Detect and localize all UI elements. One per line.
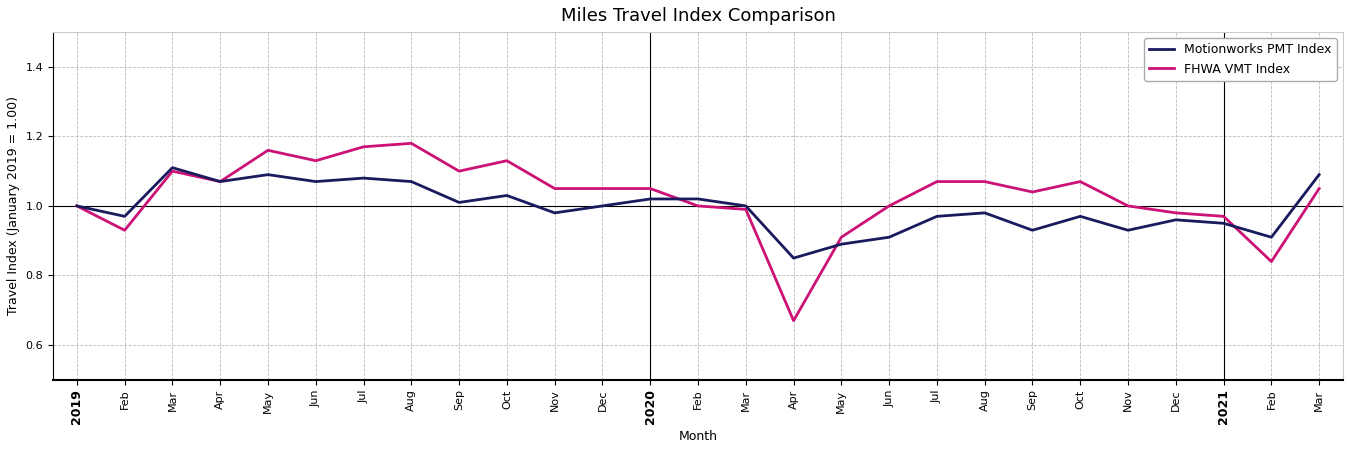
Motionworks PMT Index [1120,228,1137,233]
Line: FHWA VMT Index: FHWA VMT Index [77,144,1319,321]
Motionworks PMT Index [261,172,277,177]
Motionworks PMT Index [929,214,945,219]
Motionworks PMT Index [1215,220,1231,226]
Motionworks PMT Index [355,176,371,181]
FHWA VMT Index [547,186,563,191]
FHWA VMT Index [882,203,898,209]
Motionworks PMT Index [1264,234,1280,240]
Motionworks PMT Index [594,203,610,209]
Motionworks PMT Index [976,210,992,216]
Title: Miles Travel Index Comparison: Miles Travel Index Comparison [560,7,836,25]
Motionworks PMT Index [1311,172,1327,177]
FHWA VMT Index [1072,179,1088,184]
FHWA VMT Index [1215,214,1231,219]
Motionworks PMT Index [498,193,514,198]
Motionworks PMT Index [1168,217,1184,223]
Motionworks PMT Index [212,179,228,184]
FHWA VMT Index [1264,259,1280,264]
Motionworks PMT Index [1072,214,1088,219]
Motionworks PMT Index [643,196,659,202]
FHWA VMT Index [498,158,514,163]
Motionworks PMT Index [882,234,898,240]
FHWA VMT Index [165,168,181,174]
Motionworks PMT Index [116,214,132,219]
FHWA VMT Index [976,179,992,184]
FHWA VMT Index [690,203,706,209]
FHWA VMT Index [1311,186,1327,191]
Motionworks PMT Index [308,179,324,184]
FHWA VMT Index [69,203,85,209]
Motionworks PMT Index [1025,228,1041,233]
FHWA VMT Index [404,141,420,146]
FHWA VMT Index [929,179,945,184]
FHWA VMT Index [355,144,371,149]
Motionworks PMT Index [69,203,85,209]
FHWA VMT Index [1025,189,1041,195]
FHWA VMT Index [308,158,324,163]
FHWA VMT Index [786,318,802,324]
X-axis label: Month: Month [679,430,717,443]
Motionworks PMT Index [690,196,706,202]
Motionworks PMT Index [737,203,753,209]
Y-axis label: Travel Index (January 2019 = 1.00): Travel Index (January 2019 = 1.00) [7,96,20,315]
Motionworks PMT Index [404,179,420,184]
FHWA VMT Index [116,228,132,233]
Motionworks PMT Index [547,210,563,216]
FHWA VMT Index [594,186,610,191]
Motionworks PMT Index [833,242,849,247]
Motionworks PMT Index [165,165,181,171]
FHWA VMT Index [451,168,467,174]
FHWA VMT Index [261,148,277,153]
Motionworks PMT Index [451,200,467,205]
FHWA VMT Index [643,186,659,191]
Line: Motionworks PMT Index: Motionworks PMT Index [77,168,1319,258]
Legend: Motionworks PMT Index, FHWA VMT Index: Motionworks PMT Index, FHWA VMT Index [1145,38,1336,81]
FHWA VMT Index [737,207,753,212]
FHWA VMT Index [1168,210,1184,216]
Motionworks PMT Index [786,256,802,261]
FHWA VMT Index [212,179,228,184]
FHWA VMT Index [1120,203,1137,209]
FHWA VMT Index [833,234,849,240]
